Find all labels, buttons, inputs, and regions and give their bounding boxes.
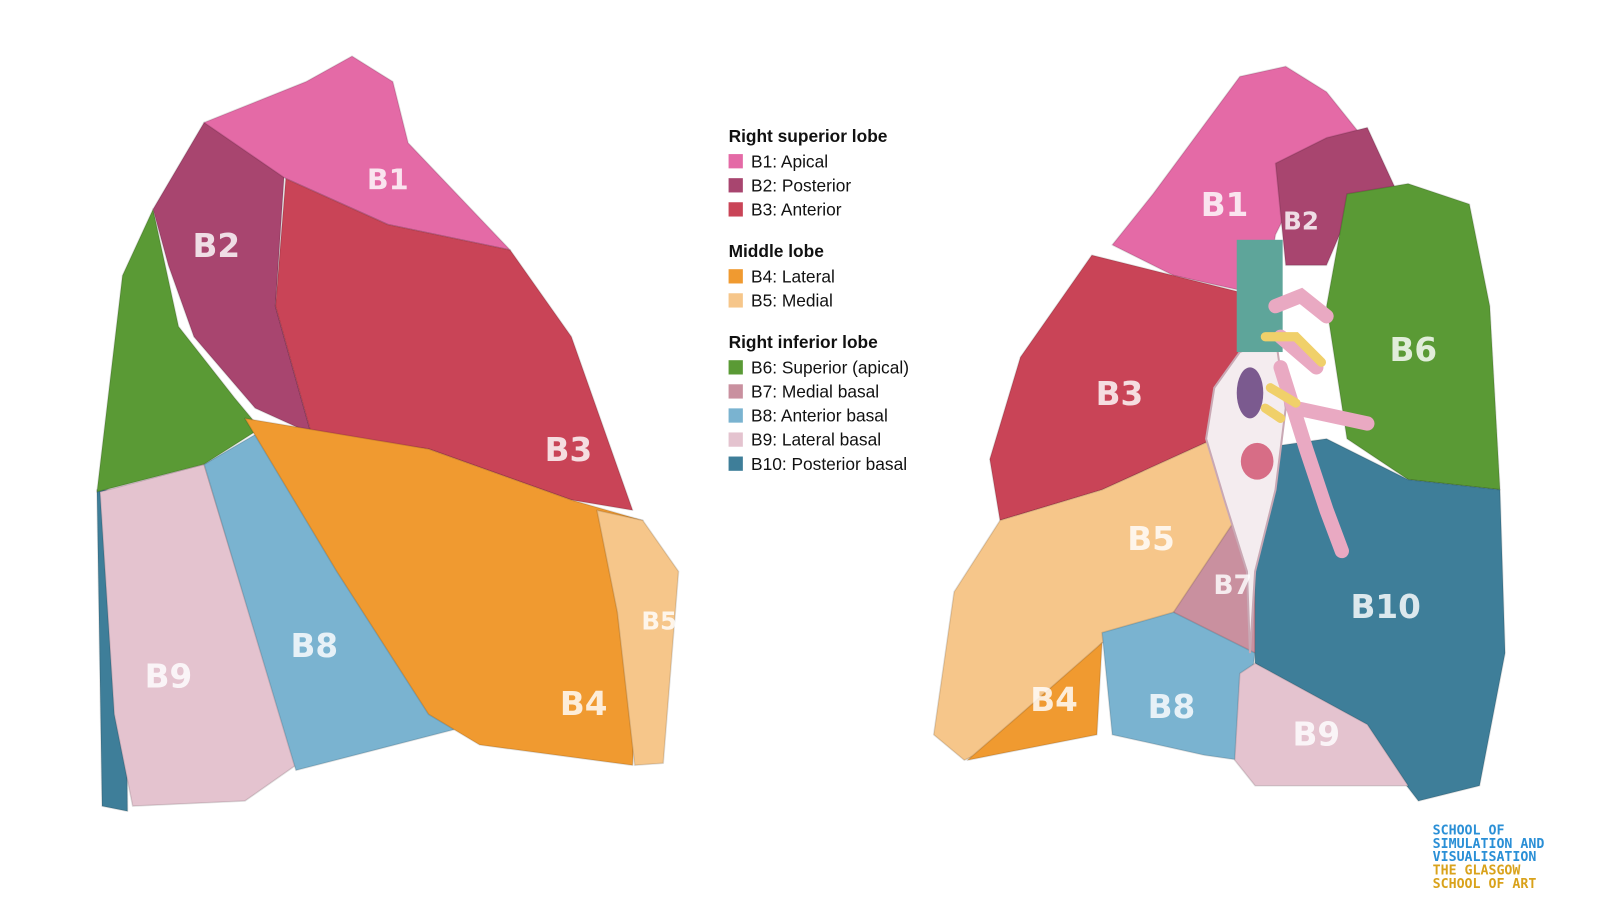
segment-label: B7 — [1213, 570, 1252, 601]
logo-line: SCHOOL OF — [1433, 824, 1505, 839]
segment-b1 — [1111, 65, 1369, 297]
segment-b4 — [244, 417, 644, 767]
segment-b6 — [96, 208, 261, 493]
legend-label: B7: Medial basal — [751, 382, 879, 402]
segment-b3 — [274, 177, 634, 511]
segment-label: B9 — [1293, 716, 1341, 754]
vessel — [1236, 367, 1264, 419]
segment-b9 — [1233, 662, 1409, 787]
legend-heading: Right superior lobe — [729, 126, 888, 146]
segment-label: B1 — [367, 163, 409, 197]
legend-label: B1: Apical — [751, 151, 828, 171]
medial-lung — [932, 65, 1506, 802]
segment-label: B6 — [1389, 331, 1437, 369]
segment-label: B5 — [641, 606, 677, 635]
legend-label: B4: Lateral — [751, 266, 835, 286]
segment-label: B8 — [290, 627, 338, 665]
legend-swatch — [728, 154, 743, 169]
legend-label: B10: Posterior basal — [751, 454, 907, 474]
legend-swatch — [728, 360, 743, 375]
segment-b5 — [596, 509, 680, 767]
legend-label: B2: Posterior — [751, 175, 851, 195]
legend-label: B9: Lateral basal — [751, 430, 881, 450]
segment-label: B4 — [560, 685, 608, 723]
legend-label: B6: Superior (apical) — [751, 357, 909, 377]
segment-label: B9 — [145, 658, 193, 696]
segment-label: B2 — [1283, 206, 1319, 235]
bronchi — [1268, 287, 1375, 559]
segment-label: B3 — [545, 431, 593, 469]
segment-label: B2 — [193, 227, 241, 265]
legend-swatch — [728, 456, 743, 471]
segment-label: B10 — [1351, 588, 1421, 626]
legend-swatch — [728, 384, 743, 399]
logo-line: VISUALISATION — [1433, 850, 1537, 865]
logo-line: SCHOOL OF ART — [1433, 877, 1537, 892]
legend-heading: Right inferior lobe — [729, 332, 879, 352]
legend-swatch — [728, 202, 743, 217]
legend-swatch — [728, 178, 743, 193]
legend-label: B5: Medial — [751, 291, 833, 311]
segment-b1 — [203, 55, 511, 251]
legend-label: B8: Anterior basal — [751, 406, 888, 426]
legend-swatch — [728, 408, 743, 423]
legend-swatch — [728, 269, 743, 284]
legend-heading: Middle lobe — [729, 241, 825, 261]
logo-line: THE GLASGOW — [1433, 863, 1521, 878]
segment-b4 — [966, 642, 1103, 761]
vessel — [1240, 442, 1274, 480]
segment-label: B8 — [1148, 688, 1196, 726]
legend-swatch — [728, 432, 743, 447]
legend-label: B3: Anterior — [751, 200, 842, 220]
segment-label: B3 — [1096, 375, 1144, 413]
segment-label: B5 — [1127, 520, 1175, 558]
segment-label: B4 — [1030, 681, 1078, 719]
lateral-lung — [96, 55, 680, 812]
segment-label: B1 — [1201, 186, 1249, 224]
arteries — [1260, 332, 1327, 423]
logo-line: SIMULATION AND — [1433, 837, 1545, 852]
segment-labels: B1 B2 B3 B4 B5 B8 B9 B1 B2 B3 B4 B5 B6 B… — [145, 163, 1437, 754]
legend: Right superior lobe B1: Apical B2: Posteri… — [728, 126, 909, 474]
legend-swatch — [728, 293, 743, 308]
